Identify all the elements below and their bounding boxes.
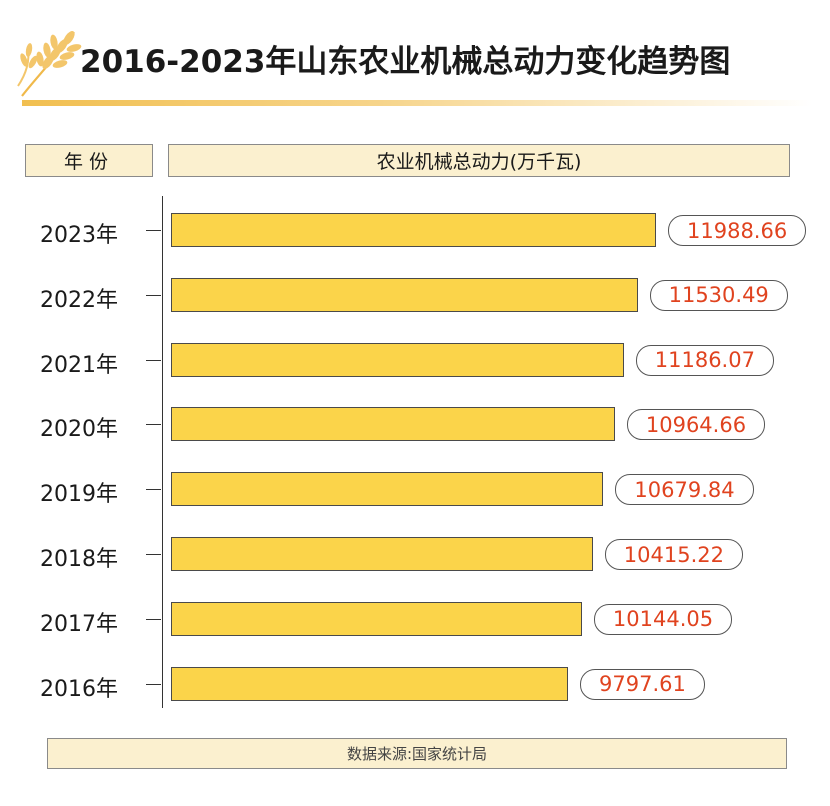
bar <box>171 213 656 247</box>
category-tick-label: 2017年 <box>40 611 118 637</box>
bar <box>171 472 604 507</box>
bar-row: 2021年 11186.07 <box>0 342 830 378</box>
category-axis-line <box>162 196 163 708</box>
bar-row: 2023年 11988.66 <box>0 213 830 248</box>
bar <box>171 537 593 571</box>
bar-row: 2022年 11530.49 <box>0 277 830 313</box>
title-underline <box>22 100 812 106</box>
axis-tick <box>146 618 161 620</box>
bar <box>171 666 568 701</box>
bar-row: 2020年 10964.66 <box>0 407 830 443</box>
data-label: 9797.61 <box>580 668 705 700</box>
category-tick-label: 2021年 <box>40 352 118 378</box>
chart-title: 2016-2023年山东农业机械总动力变化趋势图 <box>80 44 731 80</box>
bar-row: 2016年 9797.61 <box>0 666 830 702</box>
axis-tick <box>146 359 161 361</box>
bar-row: 2019年 10679.84 <box>0 472 830 508</box>
category-tick-label: 2020年 <box>40 417 118 443</box>
axis-tick <box>146 554 161 555</box>
category-tick-label: 2018年 <box>40 547 118 572</box>
axis-tick <box>146 424 161 426</box>
data-label: 10144.05 <box>593 603 733 635</box>
axis-tick <box>146 489 161 491</box>
source-note: 数据来源:国家统计局 <box>47 738 787 769</box>
axis-tick <box>146 683 161 685</box>
bar <box>171 407 615 442</box>
axis-tick <box>146 230 161 231</box>
bar <box>171 342 624 377</box>
year-column-header: 年份 <box>25 144 153 177</box>
category-tick-label: 2019年 <box>40 482 118 508</box>
data-label: 10415.22 <box>604 539 743 570</box>
data-label: 11186.07 <box>635 344 774 376</box>
category-tick-label: 2023年 <box>40 223 118 248</box>
wheat-icon <box>17 31 82 97</box>
axis-tick <box>146 294 161 296</box>
data-label: 11530.49 <box>649 279 788 311</box>
bar <box>171 277 638 312</box>
data-label: 10964.66 <box>626 409 766 441</box>
data-label: 11988.66 <box>668 215 807 246</box>
value-column-header: 农业机械总动力(万千瓦) <box>168 144 790 177</box>
bar <box>171 601 582 636</box>
data-label: 10679.84 <box>615 474 754 506</box>
bar-row: 2017年 10144.05 <box>0 601 830 637</box>
bar-row: 2018年 10415.22 <box>0 537 830 572</box>
category-tick-label: 2022年 <box>40 287 118 313</box>
category-tick-label: 2016年 <box>40 676 118 702</box>
